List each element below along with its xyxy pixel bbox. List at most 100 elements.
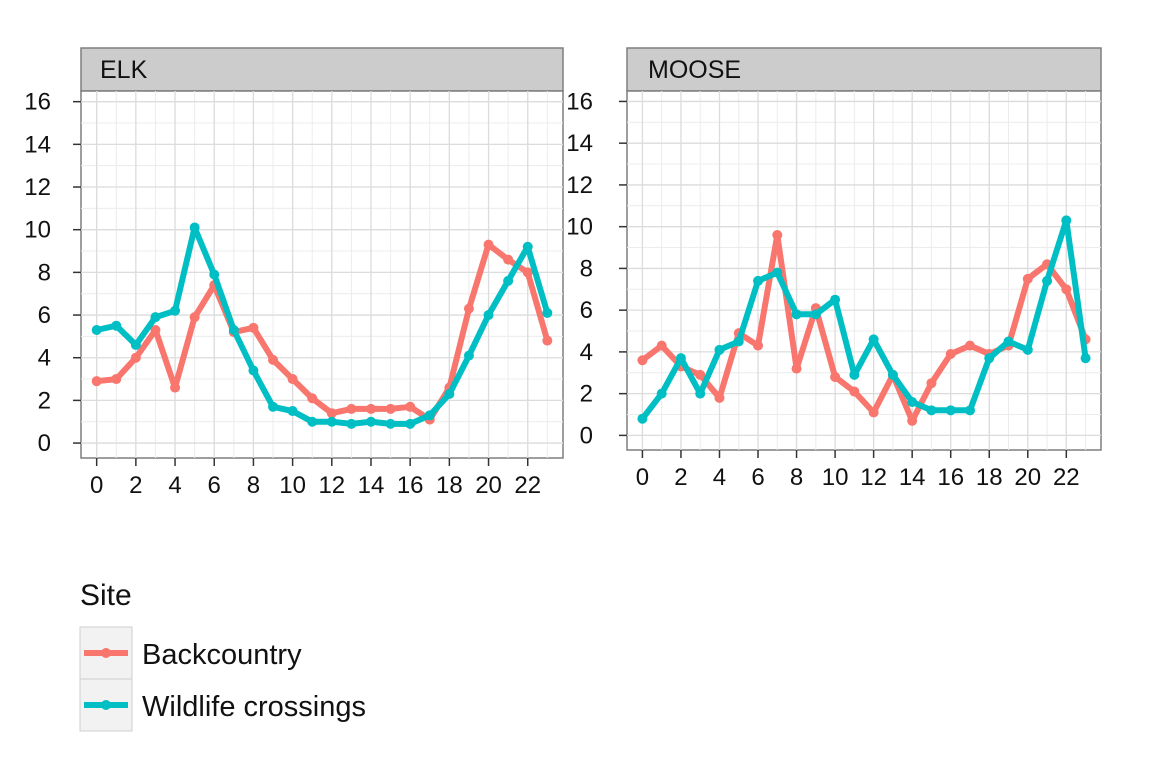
elk-backcountry-point: [326, 408, 337, 419]
elk-backcountry-point: [503, 254, 514, 265]
elk-backcountry-point: [248, 322, 259, 333]
moose-xtick-label: 12: [860, 464, 887, 491]
moose-backcountry-point: [637, 355, 648, 366]
moose-wildlife-crossings-point: [753, 275, 764, 286]
elk-xtick-label: 20: [475, 472, 502, 499]
moose-ytick-label: 8: [580, 255, 593, 282]
elk-wildlife-crossings-point: [209, 269, 220, 280]
moose-wildlife-crossings-point: [907, 396, 918, 407]
moose-wildlife-crossings-point: [1080, 353, 1091, 364]
moose-wildlife-crossings-point: [772, 267, 783, 278]
elk-wildlife-crossings-point: [111, 320, 122, 331]
elk-wildlife-crossings-point: [268, 401, 279, 412]
moose-ytick-label: 16: [566, 88, 593, 115]
elk-strip-label: ELK: [100, 56, 148, 84]
elk-ytick-label: 2: [38, 387, 51, 414]
moose-backcountry-point: [907, 415, 918, 426]
moose-wildlife-crossings-point: [1061, 215, 1072, 226]
elk-xtick-label: 16: [397, 472, 424, 499]
elk-ytick-label: 0: [38, 430, 51, 457]
elk-xtick-label: 10: [279, 472, 306, 499]
legend-label-backcountry: Backcountry: [142, 639, 302, 671]
moose-wildlife-crossings-point: [926, 405, 937, 416]
elk-wildlife-crossings-point: [424, 410, 435, 421]
elk-ytick-label: 16: [24, 89, 51, 116]
moose-wildlife-crossings-point: [714, 344, 725, 355]
moose-wildlife-crossings-point: [1042, 275, 1053, 286]
elk-backcountry-point: [463, 303, 474, 314]
elk-backcountry-point: [346, 403, 357, 414]
elk-backcountry-point: [150, 324, 161, 335]
elk-wildlife-crossings-point: [503, 275, 514, 286]
elk-xtick-label: 22: [514, 472, 541, 499]
moose-wildlife-crossings-point: [675, 353, 686, 364]
legend-key-backcountry-point: [101, 648, 111, 658]
elk-backcountry-point: [287, 374, 298, 385]
moose-backcountry-point: [945, 348, 956, 359]
moose-backcountry-point: [868, 407, 879, 418]
moose-xtick-label: 4: [713, 464, 726, 491]
elk-wildlife-crossings-point: [307, 416, 318, 427]
elk-wildlife-crossings-point: [522, 241, 533, 252]
moose-wildlife-crossings-point: [656, 388, 667, 399]
moose-ytick-label: 14: [566, 130, 593, 157]
moose-wildlife-crossings-point: [791, 309, 802, 320]
elk-backcountry-point: [307, 393, 318, 404]
moose-backcountry-point: [772, 230, 783, 241]
elk-wildlife-crossings-point: [365, 416, 376, 427]
elk-xtick-label: 14: [358, 472, 385, 499]
elk-wildlife-crossings-point: [150, 312, 161, 323]
moose-xtick-label: 8: [790, 464, 803, 491]
moose-wildlife-crossings-point: [984, 353, 995, 364]
elk-wildlife-crossings-point: [444, 388, 455, 399]
elk-strip: [80, 47, 564, 92]
moose-backcountry-point: [1061, 284, 1072, 295]
moose-backcountry-point: [1022, 273, 1033, 284]
elk-wildlife-crossings-point: [248, 365, 259, 376]
elk-xtick-label: 8: [247, 472, 260, 499]
legend-key-wildlife-crossings-point: [101, 700, 111, 710]
elk-backcountry-line: [93, 241, 551, 423]
moose-wildlife-crossings-point: [637, 413, 648, 424]
elk-ytick-label: 12: [24, 174, 51, 201]
moose-ytick-label: 0: [580, 422, 593, 449]
moose-backcountry-point: [849, 386, 860, 397]
elk-wildlife-crossings-point: [483, 310, 494, 321]
elk-wildlife-crossings-point: [346, 418, 357, 429]
moose-backcountry-point: [926, 378, 937, 389]
moose-backcountry-point: [714, 392, 725, 403]
moose-wildlife-crossings-point: [887, 369, 898, 380]
moose-strip-label: MOOSE: [648, 56, 741, 84]
elk-ytick-label: 10: [24, 217, 51, 244]
moose-ytick-label: 4: [580, 339, 593, 366]
elk-wildlife-crossings-point: [405, 418, 416, 429]
moose-wildlife-crossings-point: [695, 388, 706, 399]
moose-wildlife-crossings-point: [830, 294, 841, 305]
moose-strip: [626, 47, 1102, 92]
elk-wildlife-crossings-point: [228, 324, 239, 335]
elk-backcountry-point: [542, 335, 553, 346]
elk-xtick-label: 18: [436, 472, 463, 499]
elk-backcountry-point: [189, 312, 200, 323]
elk-backcountry-point: [365, 403, 376, 414]
moose-wildlife-crossings-point: [733, 336, 744, 347]
moose-xtick-label: 20: [1014, 464, 1041, 491]
moose-xtick-label: 18: [976, 464, 1003, 491]
moose-backcountry-point: [964, 340, 975, 351]
moose-wildlife-crossings-point: [849, 369, 860, 380]
moose-backcountry-point: [791, 363, 802, 374]
legend-title: Site: [80, 579, 132, 612]
moose-backcountry-point: [830, 371, 841, 382]
elk-wildlife-crossings-point: [287, 406, 298, 417]
moose-backcountry-point: [656, 340, 667, 351]
elk-plot-area: [80, 90, 564, 459]
legend-label-wildlife-crossings: Wildlife crossings: [142, 691, 366, 723]
elk-xtick-label: 4: [168, 472, 181, 499]
moose-xtick-label: 2: [674, 464, 687, 491]
moose-wildlife-crossings-point: [1022, 344, 1033, 355]
elk-backcountry-point: [170, 382, 181, 393]
elk-xtick-label: 12: [318, 472, 345, 499]
elk-wildlife-crossings-point: [385, 418, 396, 429]
elk-ytick-label: 14: [24, 131, 51, 158]
